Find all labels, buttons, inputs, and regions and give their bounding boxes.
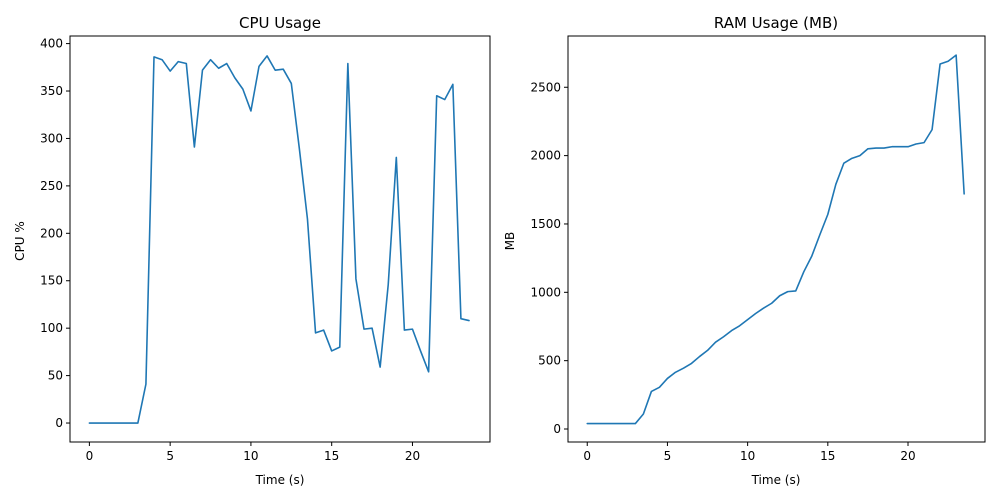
- y-tick-label: 1000: [530, 285, 561, 299]
- y-tick-label: 200: [40, 226, 63, 240]
- y-tick-label: 2000: [530, 149, 561, 163]
- y-tick-label: 150: [40, 274, 63, 288]
- y-tick-label: 100: [40, 321, 63, 335]
- cpu-chart-panel: CPU Usage Time (s) CPU % 0 5 10 15 200501001…: [13, 14, 491, 487]
- ram-chart-panel: RAM Usage (MB) Time (s) MB 0 5 10 15 20 0 500 1…: [503, 14, 986, 487]
- x-tick-label: 0: [583, 449, 591, 463]
- x-axis-label: Time (s): [751, 473, 801, 487]
- x-tick-label: 15: [820, 449, 835, 463]
- axes-frame: [69, 35, 491, 443]
- series-line: [586, 54, 965, 425]
- y-axis-label: CPU %: [13, 221, 27, 261]
- y-tick-label: 350: [40, 84, 63, 98]
- x-tick-label: 5: [664, 449, 672, 463]
- y-tick-label: 0: [55, 416, 63, 430]
- x-tick-label: 5: [166, 449, 174, 463]
- y-tick-label: 300: [40, 131, 63, 145]
- y-tick-label: 400: [40, 37, 63, 51]
- axes-frame: [567, 35, 986, 443]
- x-axis-label: Time (s): [255, 473, 305, 487]
- y-tick-label: 0: [553, 422, 561, 436]
- y-tick-label: 2500: [530, 80, 561, 94]
- y-tick-label: 1500: [530, 217, 561, 231]
- plot-area: [586, 54, 965, 425]
- tick-group: 0 5 10 15 20 0 500 1000 1500 2000 2500: [530, 80, 915, 463]
- plot-area: [88, 55, 470, 424]
- chart-title: CPU Usage: [239, 14, 321, 32]
- x-tick-label: 0: [86, 449, 94, 463]
- series-line: [88, 55, 470, 424]
- x-tick-label: 10: [243, 449, 258, 463]
- y-tick-label: 50: [48, 369, 63, 383]
- x-tick-label: 10: [740, 449, 755, 463]
- chart-title: RAM Usage (MB): [714, 14, 838, 32]
- x-tick-label: 15: [324, 449, 339, 463]
- x-tick-label: 20: [405, 449, 420, 463]
- y-axis-label: MB: [503, 232, 517, 251]
- y-tick-label: 250: [40, 179, 63, 193]
- x-tick-label: 20: [900, 449, 915, 463]
- y-tick-label: 500: [538, 354, 561, 368]
